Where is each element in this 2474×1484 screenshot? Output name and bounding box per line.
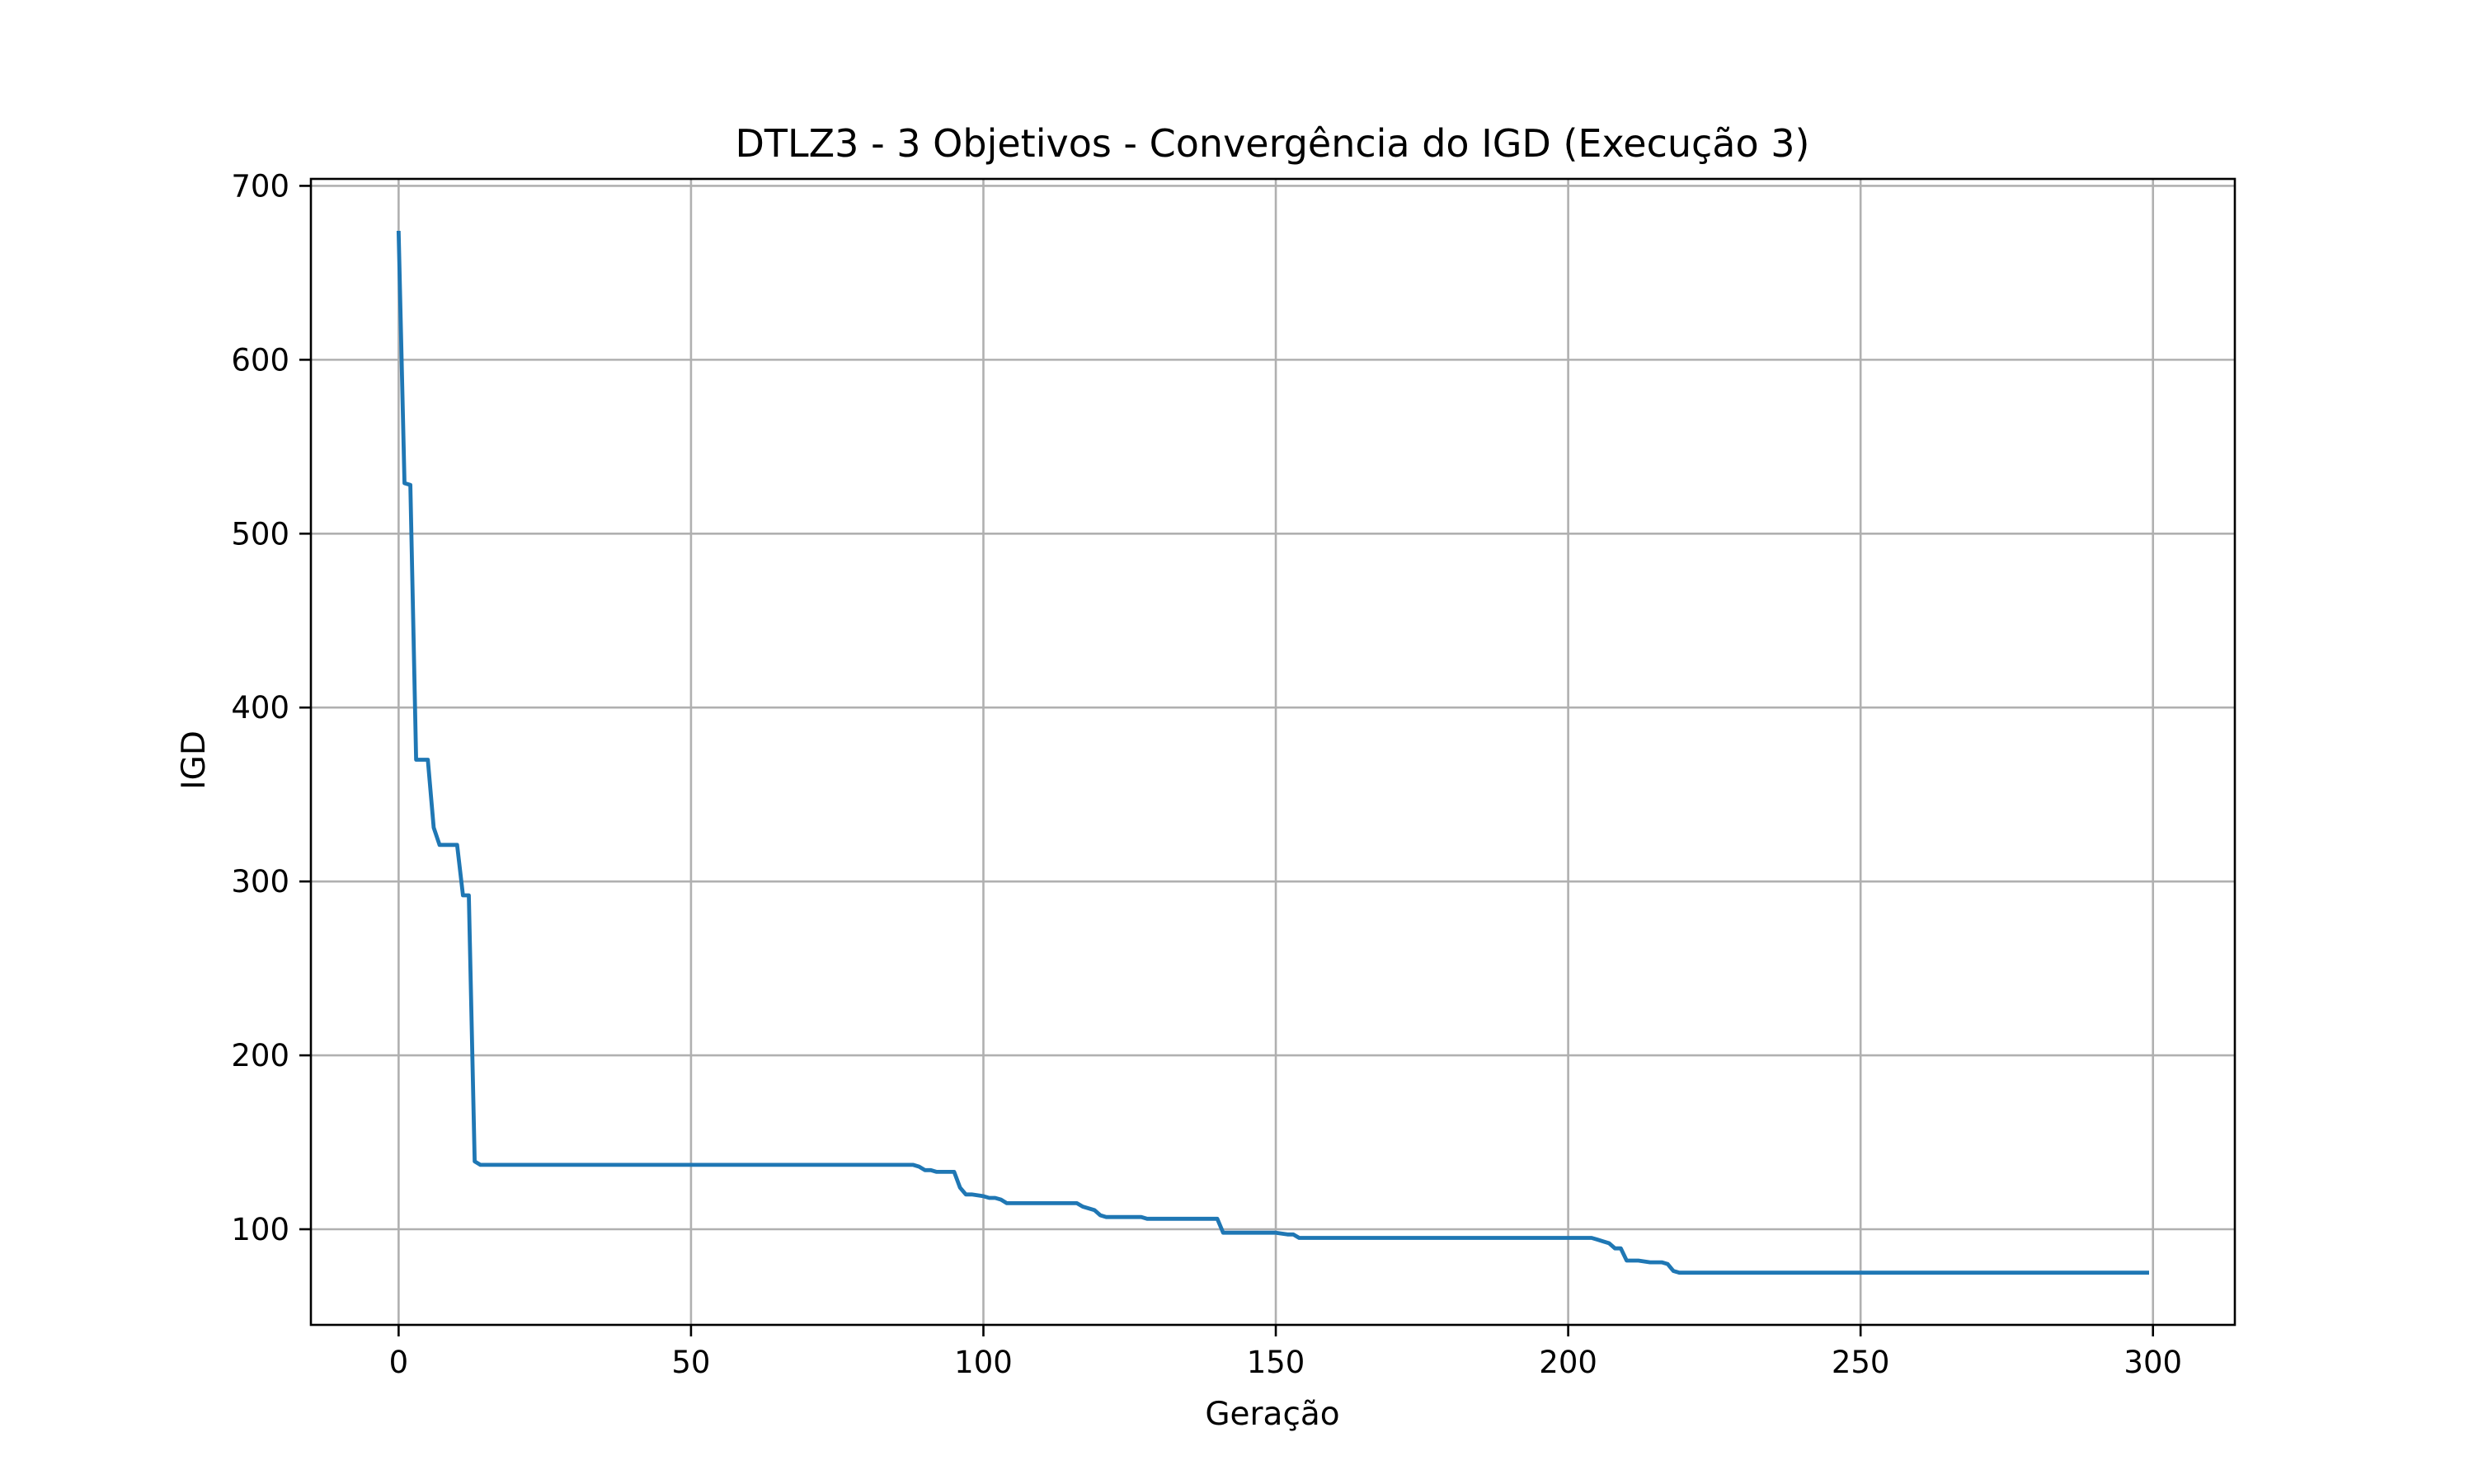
y-tick-label: 300 bbox=[231, 864, 289, 899]
axis-ticks: 0 50 100 150 200 250 300 100 200 300 400 500 600 700 bbox=[231, 168, 2182, 1380]
x-axis-label: Geração bbox=[1205, 1396, 1339, 1433]
x-tick-label: 250 bbox=[1832, 1345, 1890, 1380]
plot-series bbox=[396, 230, 2150, 1275]
y-tick-label: 100 bbox=[231, 1212, 289, 1247]
x-tick-label: 200 bbox=[1539, 1345, 1597, 1380]
y-axis-label: IGD bbox=[176, 730, 213, 790]
igd-series-line bbox=[396, 230, 2150, 1275]
grid-lines bbox=[311, 179, 2235, 1325]
y-tick-label: 700 bbox=[231, 168, 289, 204]
chart-title: DTLZ3 - 3 Objetivos - Convergência do IG… bbox=[736, 121, 1810, 166]
y-tick-label: 600 bbox=[231, 342, 289, 378]
y-tick-label: 200 bbox=[231, 1038, 289, 1073]
x-tick-label: 50 bbox=[671, 1345, 710, 1380]
x-tick-label: 100 bbox=[954, 1345, 1013, 1380]
x-tick-label: 150 bbox=[1247, 1345, 1305, 1380]
plot-area-frame bbox=[309, 177, 2236, 1327]
y-tick-label: 500 bbox=[231, 516, 289, 552]
y-tick-label: 400 bbox=[231, 690, 289, 726]
x-tick-label: 300 bbox=[2124, 1345, 2182, 1380]
x-tick-label: 0 bbox=[389, 1345, 409, 1380]
